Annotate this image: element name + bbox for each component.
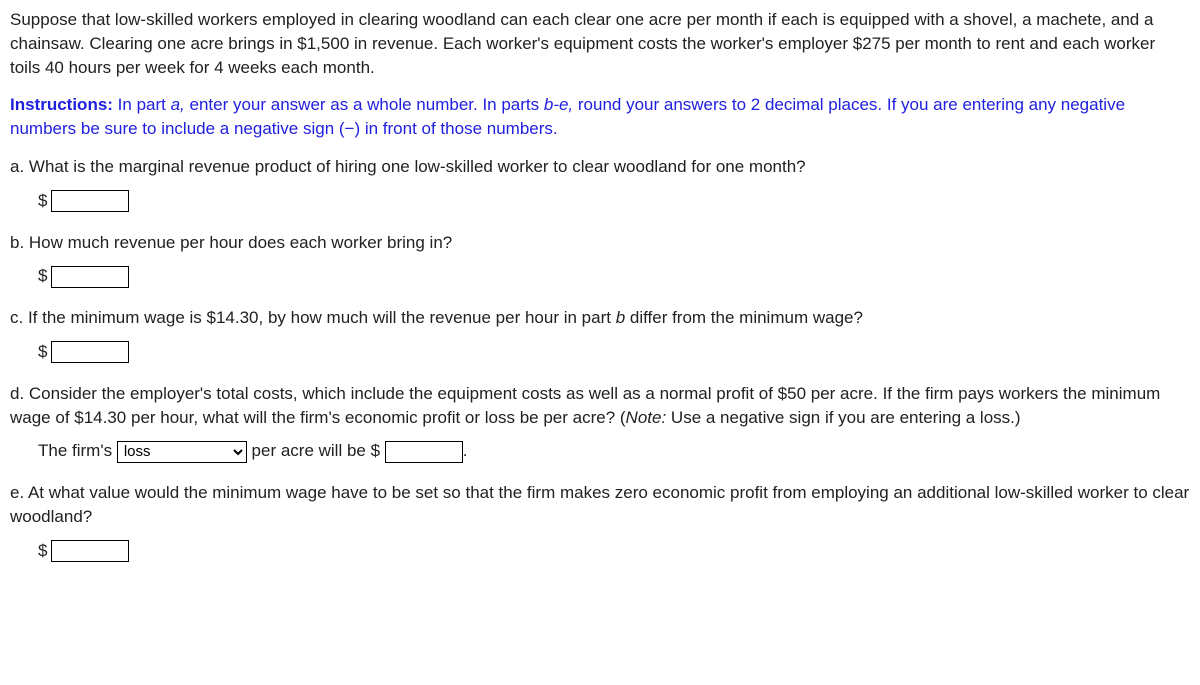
answer-d-pre: The firm's xyxy=(38,441,117,460)
question-c-text-2: differ from the minimum wage? xyxy=(625,308,863,327)
answer-e-row: $ xyxy=(38,539,1190,563)
question-b: b. How much revenue per hour does each w… xyxy=(10,231,1190,255)
instructions-text-1: In part xyxy=(113,95,171,114)
currency-symbol-a: $ xyxy=(38,189,47,213)
answer-b-input[interactable] xyxy=(51,266,129,288)
question-d-note-label: Note: xyxy=(626,408,667,427)
instructions-label: Instructions: xyxy=(10,95,113,114)
question-c-part-b: b xyxy=(616,308,625,327)
answer-d-mid: per acre will be $ xyxy=(247,441,385,460)
answer-c-input[interactable] xyxy=(51,341,129,363)
answer-d-period: . xyxy=(463,441,468,460)
answer-d-input[interactable] xyxy=(385,441,463,463)
question-d-text-2: Use a negative sign if you are entering … xyxy=(666,408,1020,427)
answer-d-row: The firm's loss per acre will be $ . xyxy=(38,439,1190,463)
instructions-part-be: b-e, xyxy=(544,95,573,114)
answer-e-input[interactable] xyxy=(51,540,129,562)
answer-a-input[interactable] xyxy=(51,190,129,212)
instructions-part-a: a, xyxy=(171,95,185,114)
instructions-paragraph: Instructions: In part a, enter your answ… xyxy=(10,93,1190,141)
answer-c-row: $ xyxy=(38,340,1190,364)
question-d: d. Consider the employer's total costs, … xyxy=(10,382,1190,430)
question-c: c. If the minimum wage is $14.30, by how… xyxy=(10,306,1190,330)
intro-paragraph: Suppose that low-skilled workers employe… xyxy=(10,8,1190,79)
question-c-text-1: c. If the minimum wage is $14.30, by how… xyxy=(10,308,616,327)
answer-b-row: $ xyxy=(38,264,1190,288)
question-a: a. What is the marginal revenue product … xyxy=(10,155,1190,179)
answer-a-row: $ xyxy=(38,189,1190,213)
profit-loss-dropdown[interactable]: loss xyxy=(117,441,247,463)
currency-symbol-e: $ xyxy=(38,539,47,563)
currency-symbol-c: $ xyxy=(38,340,47,364)
question-e: e. At what value would the minimum wage … xyxy=(10,481,1190,529)
currency-symbol-b: $ xyxy=(38,264,47,288)
instructions-text-2: enter your answer as a whole number. In … xyxy=(185,95,544,114)
